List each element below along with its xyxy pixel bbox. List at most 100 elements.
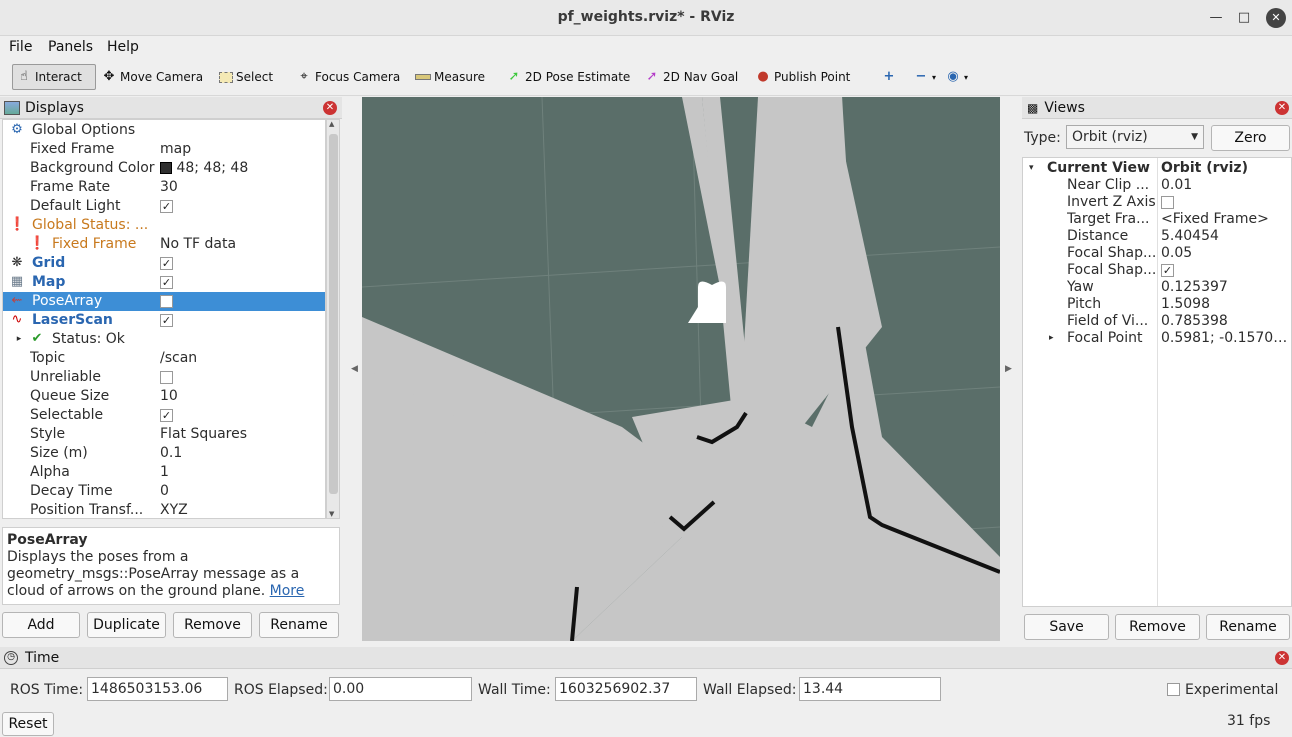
prop-value[interactable]: 0.5981; -0.15707...	[1161, 330, 1291, 346]
tree-row-queue-size[interactable]: Queue Size 10	[3, 387, 325, 406]
rename-view-button[interactable]: Rename	[1206, 614, 1290, 640]
unreliable-checkbox[interactable]	[160, 370, 173, 384]
tree-row-frame-rate[interactable]: Frame Rate 30	[3, 178, 325, 197]
tree-row-grid[interactable]: ❋ Grid ✓	[3, 254, 325, 273]
prop-value[interactable]: <Fixed Frame>	[1161, 211, 1269, 227]
prop-value[interactable]: 48; 48; 48	[176, 160, 249, 176]
prop-value[interactable]: 0.05	[1161, 245, 1193, 261]
close-panel-icon[interactable]: ✕	[323, 101, 337, 115]
view-row[interactable]: Focal Shap... ✓	[1023, 262, 1292, 279]
menu-help[interactable]: Help	[107, 39, 139, 55]
scroll-down-icon[interactable]: ▼	[329, 510, 335, 518]
collapse-right-icon[interactable]: ▶	[1005, 364, 1012, 374]
close-panel-icon[interactable]: ✕	[1275, 651, 1289, 665]
view-tool-button[interactable]: ◉ ▾	[942, 64, 971, 90]
pose-estimate-button[interactable]: ➚ 2D Pose Estimate	[503, 64, 633, 90]
view-row[interactable]: ▸ Focal Point 0.5981; -0.15707...	[1023, 330, 1292, 347]
select-button[interactable]: Select	[216, 64, 276, 90]
posearray-checkbox[interactable]	[160, 294, 173, 308]
save-view-button[interactable]: Save	[1024, 614, 1109, 640]
map-checkbox[interactable]: ✓	[160, 275, 173, 289]
prop-value[interactable]: 0.785398	[1161, 313, 1228, 329]
view-row[interactable]: Pitch 1.5098	[1023, 296, 1292, 313]
view-type-select[interactable]: Orbit (rviz) ▼	[1066, 125, 1204, 149]
expand-arrow-icon[interactable]: ▸	[16, 334, 22, 344]
prop-value[interactable]: map	[160, 141, 192, 157]
prop-value[interactable]: XYZ	[160, 502, 188, 518]
tree-row-topic[interactable]: Topic /scan	[3, 349, 325, 368]
remove-display-button[interactable]: Remove	[173, 612, 252, 638]
tree-row-fixed-frame[interactable]: Fixed Frame map	[3, 140, 325, 159]
laserscan-checkbox[interactable]: ✓	[160, 313, 173, 327]
prop-value[interactable]: /scan	[160, 350, 198, 366]
close-icon[interactable]: ✕	[1266, 8, 1286, 28]
measure-button[interactable]: Measure	[412, 64, 488, 90]
ros-elapsed-field[interactable]: 0.00	[329, 677, 472, 701]
add-tool-button[interactable]: +	[878, 64, 900, 90]
more-link[interactable]: More	[269, 583, 305, 599]
collapse-left-icon[interactable]: ◀	[351, 364, 358, 374]
ros-time-field[interactable]: 1486503153.06	[87, 677, 228, 701]
maximize-icon[interactable]: □	[1237, 10, 1251, 25]
tree-row-map[interactable]: ▦ Map ✓	[3, 273, 325, 292]
default-light-checkbox[interactable]: ✓	[160, 199, 173, 213]
minimize-icon[interactable]: —	[1209, 10, 1223, 25]
prop-value[interactable]: 1	[160, 464, 169, 480]
tree-row-global-status[interactable]: ❗ Global Status: ...	[3, 216, 325, 235]
tree-row-posearray[interactable]: ⇜ PoseArray	[3, 292, 325, 311]
prop-value[interactable]: Flat Squares	[160, 426, 248, 442]
tree-row-fixed-frame-error[interactable]: ❗ Fixed Frame No TF data	[3, 235, 325, 254]
invert-z-checkbox[interactable]	[1161, 195, 1174, 209]
zero-button[interactable]: Zero	[1211, 125, 1290, 151]
render-viewport[interactable]	[362, 97, 1000, 641]
tree-row-alpha[interactable]: Alpha 1	[3, 463, 325, 482]
view-row[interactable]: Field of Vi... 0.785398	[1023, 313, 1292, 330]
tree-row-background-color[interactable]: Background Color 48; 48; 48	[3, 159, 325, 178]
close-panel-icon[interactable]: ✕	[1275, 101, 1289, 115]
move-camera-button[interactable]: ✥ Move Camera	[98, 64, 206, 90]
tree-row-size[interactable]: Size (m) 0.1	[3, 444, 325, 463]
menu-panels[interactable]: Panels	[48, 39, 94, 55]
duplicate-display-button[interactable]: Duplicate	[87, 612, 166, 638]
view-row[interactable]: Target Fra... <Fixed Frame>	[1023, 211, 1292, 228]
tree-row-current-view[interactable]: ▾ Current View Orbit (rviz)	[1023, 160, 1292, 177]
prop-value[interactable]: 30	[160, 179, 178, 195]
color-swatch[interactable]	[160, 162, 172, 174]
view-row[interactable]: Near Clip ... 0.01	[1023, 177, 1292, 194]
displays-scrollbar[interactable]: ▲ ▼	[326, 119, 340, 519]
wall-time-field[interactable]: 1603256902.37	[555, 677, 697, 701]
map-render[interactable]	[362, 97, 1000, 641]
publish-point-button[interactable]: ● Publish Point	[752, 64, 853, 90]
interact-button[interactable]: ☝ Interact	[12, 64, 96, 90]
tree-row-default-light[interactable]: Default Light ✓	[3, 197, 325, 216]
remove-tool-button[interactable]: − ▾	[910, 64, 939, 90]
scroll-up-icon[interactable]: ▲	[329, 120, 335, 128]
reset-button[interactable]: Reset	[2, 712, 54, 736]
prop-value[interactable]: 0	[160, 483, 169, 499]
rename-display-button[interactable]: Rename	[259, 612, 339, 638]
prop-value[interactable]: 5.40454	[1161, 228, 1219, 244]
focus-camera-button[interactable]: ⌖ Focus Camera	[293, 64, 403, 90]
prop-value[interactable]: 1.5098	[1161, 296, 1210, 312]
tree-row-position-transform[interactable]: Position Transf... XYZ	[3, 501, 325, 518]
view-row[interactable]: Yaw 0.125397	[1023, 279, 1292, 296]
tree-row-status-ok[interactable]: ▸ ✔ Status: Ok	[3, 330, 325, 349]
menu-file[interactable]: File	[9, 39, 33, 55]
wall-elapsed-field[interactable]: 13.44	[799, 677, 941, 701]
view-row[interactable]: Invert Z Axis	[1023, 194, 1292, 211]
prop-value[interactable]: 0.01	[1161, 177, 1193, 193]
tree-row-selectable[interactable]: Selectable ✓	[3, 406, 325, 425]
prop-value[interactable]: 0.125397	[1161, 279, 1228, 295]
expand-arrow-icon[interactable]: ▸	[1049, 333, 1054, 343]
focal-shape-checkbox[interactable]: ✓	[1161, 263, 1174, 277]
add-display-button[interactable]: Add	[2, 612, 80, 638]
grid-checkbox[interactable]: ✓	[160, 256, 173, 270]
nav-goal-button[interactable]: ➚ 2D Nav Goal	[641, 64, 741, 90]
tree-row-style[interactable]: Style Flat Squares	[3, 425, 325, 444]
collapse-arrow-icon[interactable]: ▾	[1029, 163, 1034, 173]
remove-view-button[interactable]: Remove	[1115, 614, 1200, 640]
tree-row-global-options[interactable]: ⚙ Global Options	[3, 121, 325, 140]
tree-row-unreliable[interactable]: Unreliable	[3, 368, 325, 387]
selectable-checkbox[interactable]: ✓	[160, 408, 173, 422]
prop-value[interactable]: 10	[160, 388, 178, 404]
